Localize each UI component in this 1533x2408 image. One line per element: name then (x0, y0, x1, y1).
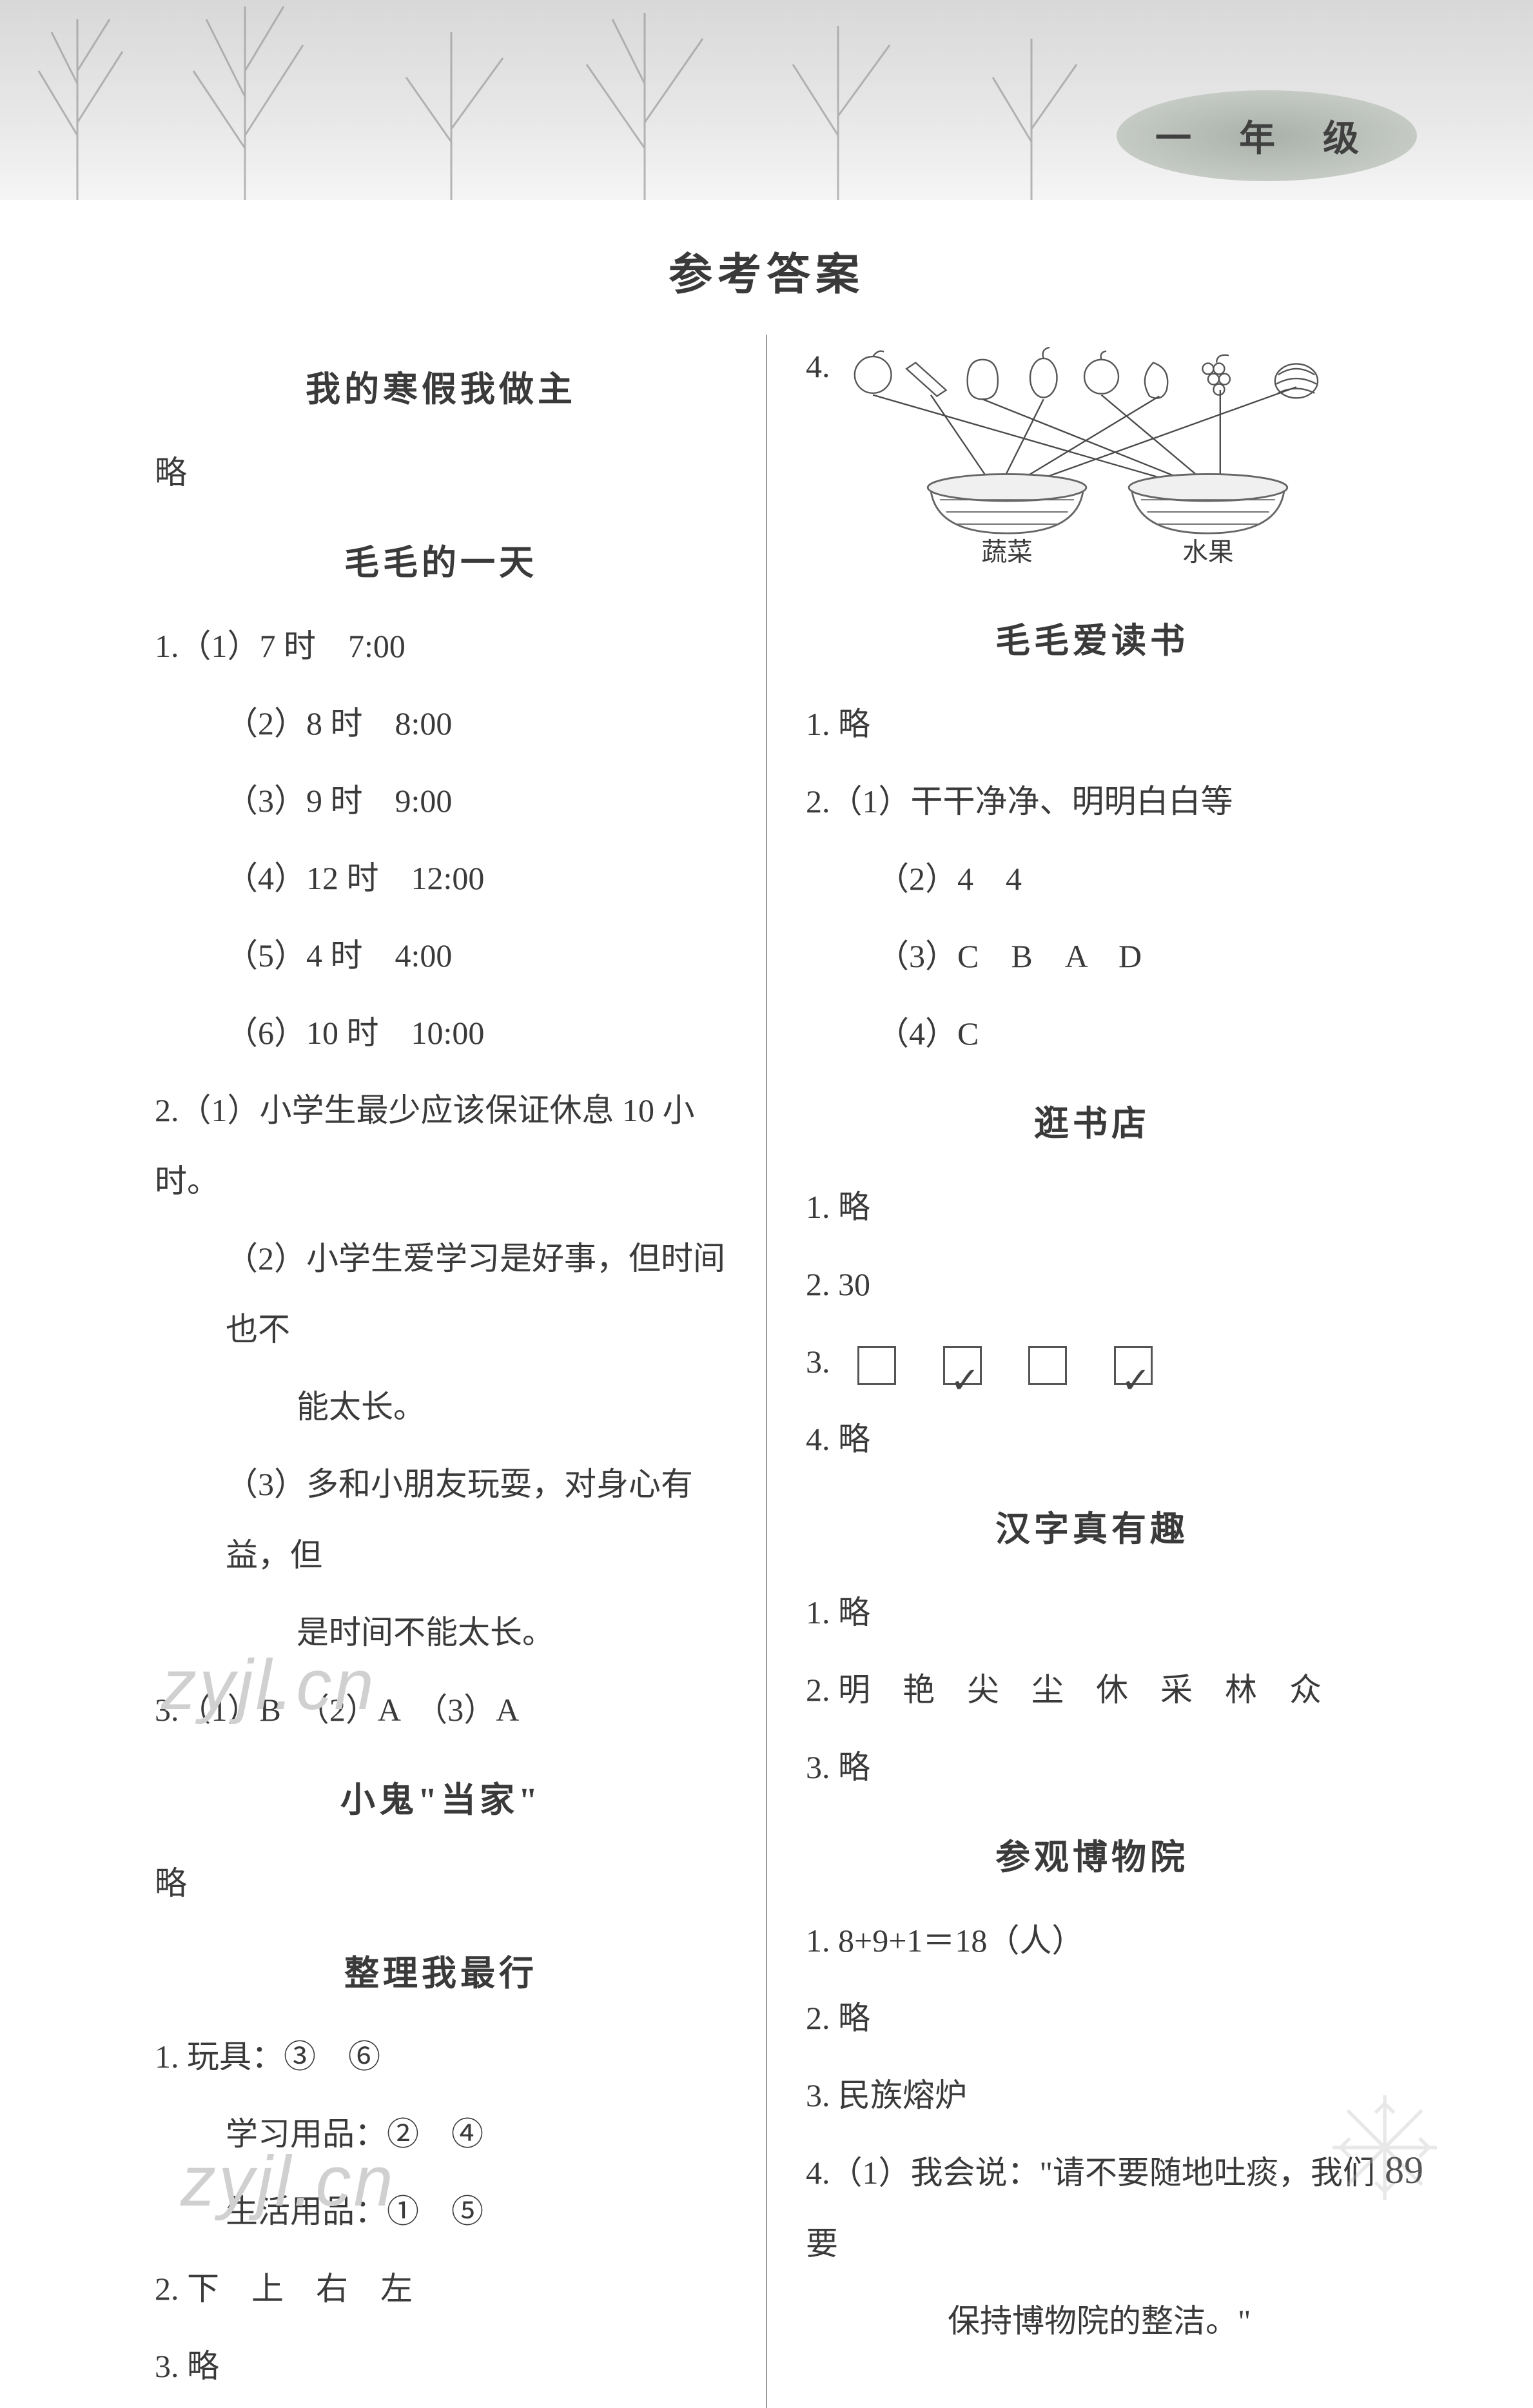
answer-text: 4. 略 (806, 1404, 1378, 1474)
answer-text: 学习用品：② ④ (155, 2099, 727, 2169)
checkbox-2-checked (943, 1346, 982, 1385)
answer-text: 能太长。 (155, 1371, 727, 1442)
basket-label-veg: 蔬菜 (981, 538, 1032, 567)
answer-text: 3. 略 (155, 2331, 727, 2402)
section-title-maomao-day: 毛毛的一天 (155, 534, 727, 585)
left-column: 我的寒假我做主 略 毛毛的一天 1.（1）7 时 7:00 （2）8 时 8:0… (129, 335, 767, 2408)
section-title-museum: 参观博物院 (806, 1828, 1378, 1879)
header-banner: 一 年 级 (0, 0, 1533, 200)
section-title-xiaogui: 小鬼"当家" (155, 1771, 727, 1822)
answer-text: 2. 明 艳 尖 尘 休 采 林 众 (806, 1654, 1378, 1725)
checkbox-4-checked (1114, 1346, 1153, 1385)
answer-text: 1.（1）7 时 7:00 (155, 611, 727, 681)
answer-text: 3.（1）B （2）A （3）A (155, 1674, 727, 1745)
checkbox-row: 3. (806, 1326, 1378, 1397)
answer-text: 2.（1）干干净净、明明白白等 (806, 766, 1378, 837)
grade-badge: 一 年 级 (1117, 90, 1417, 181)
answer-text: （6）10 时 10:00 (155, 997, 727, 1068)
answer-text: （3）C B A D (806, 921, 1378, 992)
section-title-hanzi: 汉字真有趣 (806, 1500, 1378, 1551)
answer-text: 2. 下 上 右 左 (155, 2253, 727, 2324)
right-column: 4. (767, 335, 1404, 2408)
answer-text: 是时间不能太长。 (155, 1597, 727, 1668)
diagram-svg: 蔬菜 水果 (830, 341, 1379, 573)
checkbox-1 (857, 1346, 896, 1385)
answer-text: 生活用品：① ⑤ (155, 2176, 727, 2247)
answer-text: 保持博物院的整洁。" (806, 2286, 1378, 2356)
basket-label-fruit: 水果 (1182, 538, 1233, 567)
answer-text: （2）8 时 8:00 (155, 688, 727, 759)
section-title-holiday: 我的寒假我做主 (155, 360, 727, 411)
answer-text: 3. 略 (806, 1732, 1378, 1803)
answer-text: 略 (155, 437, 727, 508)
section-title-organize: 整理我最行 (155, 1944, 727, 1995)
answer-text: 4.（1）我会说："请不要随地吐痰，我们要 (806, 2137, 1378, 2279)
section-title-maomao-read: 毛毛爱读书 (806, 612, 1378, 663)
answer-text: （3）多和小朋友玩耍，对身心有益，但 (155, 1449, 727, 1591)
page-number: 89 (1385, 2148, 1423, 2193)
answer-text: （2）小学生爱学习是好事，但时间也不 (155, 1223, 727, 1365)
answer-text: 1. 略 (806, 689, 1378, 759)
answer-text: 1. 玩具：③ ⑥ (155, 2021, 727, 2092)
answer-text: （5）4 时 4:00 (155, 920, 727, 991)
answer-text: 2. 略 (806, 1982, 1378, 2053)
answer-text: 3. 民族熔炉 (806, 2060, 1378, 2131)
answer-text: （3）9 时 9:00 (155, 765, 727, 836)
answer-text: 2.（1）小学生最少应该保证休息 10 小时。 (155, 1075, 727, 1217)
answer-text: 略 (155, 1848, 727, 1919)
answer-text: （4）12 时 12:00 (155, 843, 727, 914)
answer-text: （4）C (806, 998, 1378, 1069)
answer-text: 1. 8+9+1＝18（人） (806, 1905, 1378, 1976)
page-title: 参考答案 (0, 239, 1533, 302)
answer-text: 1. 略 (806, 1171, 1378, 1242)
answer-text: 1. 略 (806, 1577, 1378, 1648)
answer-text: 2. 30 (806, 1249, 1378, 1320)
section-title-bookstore: 逛书店 (806, 1095, 1378, 1146)
sort-diagram: 蔬菜 水果 (830, 341, 1379, 573)
diagram-prefix: 4. (806, 347, 830, 586)
content-columns: 我的寒假我做主 略 毛毛的一天 1.（1）7 时 7:00 （2）8 时 8:0… (0, 335, 1533, 2408)
q3-prefix: 3. (806, 1344, 830, 1380)
answer-text: （2）4 4 (806, 843, 1378, 914)
checkbox-3 (1028, 1346, 1067, 1385)
diagram-wrap: 4. (806, 335, 1378, 586)
